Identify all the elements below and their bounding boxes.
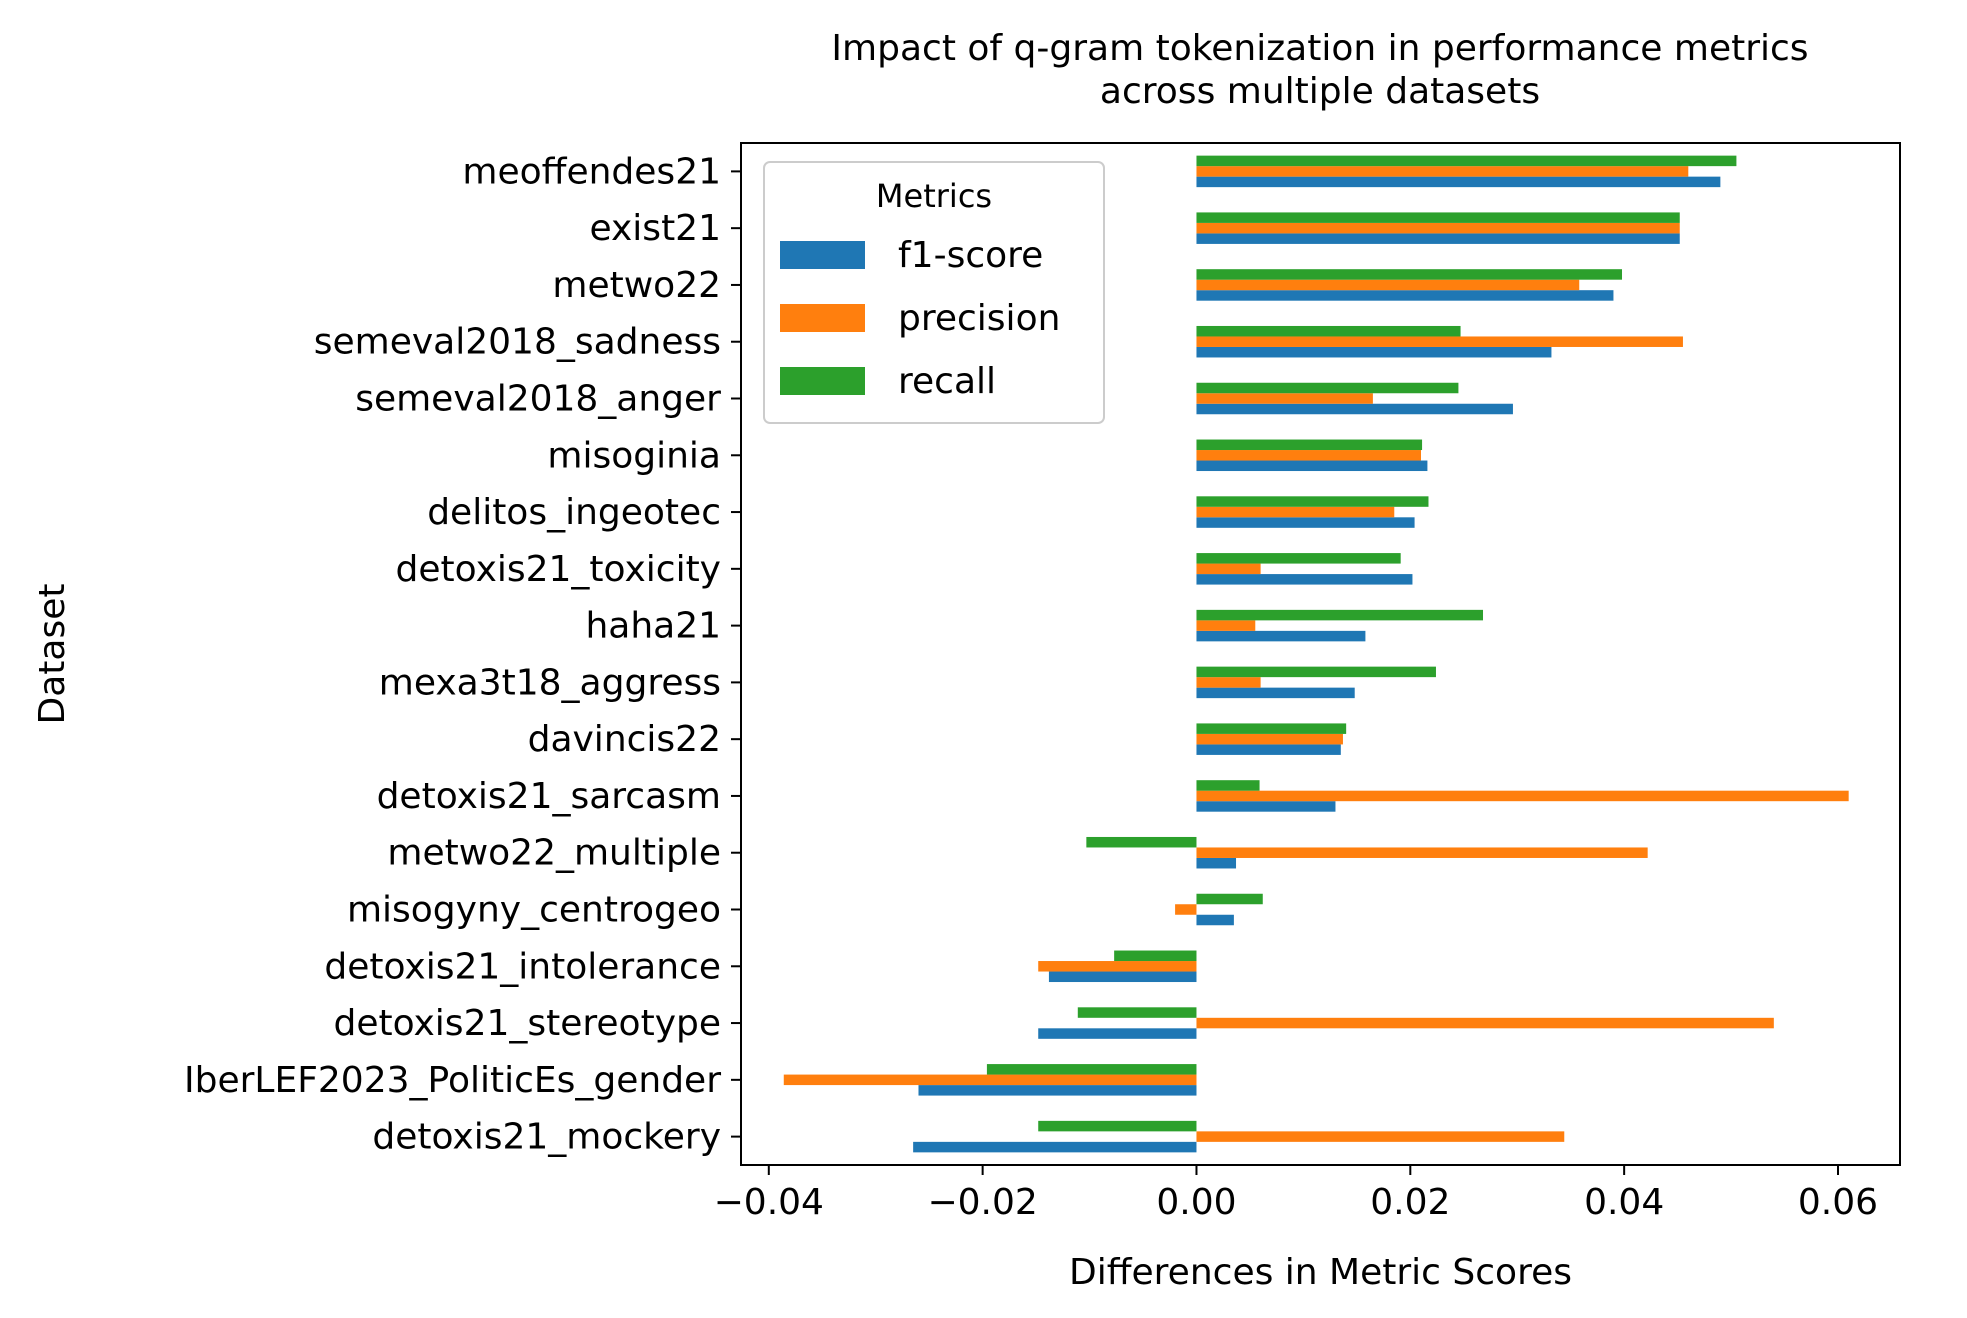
legend-label-f1-score: f1-score: [898, 235, 1043, 276]
y-tick-label: delitos_ingeotec: [427, 492, 721, 533]
bar-f1-score-detoxis21_mockery: [913, 1141, 1197, 1153]
bar-recall-detoxis21_toxicity: [1196, 553, 1401, 564]
bar-recall-detoxis21_sarcasm: [1196, 780, 1260, 791]
bar-f1-score-haha21: [1196, 630, 1366, 642]
bar-precision-misogyny_centrogeo: [1175, 904, 1197, 915]
bar-f1-score-semeval2018_anger: [1196, 403, 1513, 415]
bar-f1-score-exist21: [1196, 233, 1680, 244]
bar-recall-metwo22_multiple: [1086, 836, 1197, 848]
y-tick-label: semeval2018_anger: [355, 379, 721, 420]
plot-frame: [740, 142, 1901, 1166]
bar-recall-misogyny_centrogeo: [1196, 893, 1263, 905]
legend-swatch-recall: [780, 367, 865, 395]
y-tick-label: detoxis21_intolerance: [324, 946, 721, 987]
x-axis: −0.04 −0.02 0.00 0.02 0.04 0.06: [714, 1165, 1878, 1223]
legend-label-recall: recall: [898, 361, 996, 402]
bar-f1-score-misoginia: [1196, 460, 1428, 472]
bar-precision-detoxis21_stereotype: [1196, 1017, 1774, 1029]
bar-f1-score-metwo22_multiple: [1196, 857, 1237, 869]
bar-f1-score-mexa3t18_aggress: [1196, 687, 1355, 699]
x-tick-label: 0.06: [1798, 1182, 1878, 1223]
bar-f1-score-IberLEF2023_PoliticEs_gender: [918, 1085, 1197, 1096]
bar-f1-score-detoxis21_toxicity: [1196, 574, 1413, 585]
y-axis-label: Dataset: [32, 584, 73, 725]
bar-precision-mexa3t18_aggress: [1196, 677, 1261, 688]
bar-f1-score-davincis22: [1196, 744, 1341, 755]
x-tick-label: −0.02: [927, 1182, 1037, 1223]
chart-title-line: across multiple datasets: [1100, 71, 1540, 112]
y-tick-label: misogyny_centrogeo: [347, 890, 721, 931]
bar-recall-metwo22: [1196, 269, 1623, 280]
y-tick-label: detoxis21_stereotype: [333, 1003, 721, 1044]
x-tick-label: −0.04: [714, 1182, 824, 1223]
chart-title-line: Impact of q-gram tokenization in perform…: [831, 28, 1808, 69]
bar-f1-score-misogyny_centrogeo: [1196, 914, 1234, 926]
legend-label-precision: precision: [898, 298, 1060, 339]
bar-precision-exist21: [1196, 222, 1680, 234]
bar-precision-semeval2018_anger: [1196, 393, 1373, 404]
bars-layer: [783, 155, 1849, 1153]
bar-recall-detoxis21_stereotype: [1077, 1007, 1197, 1018]
bar-recall-detoxis21_intolerance: [1114, 950, 1197, 962]
bar-recall-semeval2018_sadness: [1196, 325, 1461, 337]
bar-recall-misoginia: [1196, 439, 1423, 451]
bar-f1-score-meoffendes21: [1196, 176, 1721, 188]
bar-precision-detoxis21_sarcasm: [1196, 790, 1849, 802]
y-axis: meoffendes21 exist21 metwo22 semeval2018_sa…: [184, 151, 741, 1158]
bar-f1-score-detoxis21_sarcasm: [1196, 801, 1336, 812]
bar-precision-detoxis21_intolerance: [1038, 961, 1197, 972]
bar-recall-meoffendes21: [1196, 155, 1737, 167]
x-axis-label: Differences in Metric Scores: [1069, 1252, 1572, 1293]
y-tick-label: mexa3t18_aggress: [379, 662, 721, 703]
bar-precision-meoffendes21: [1196, 166, 1689, 177]
y-tick-label: misoginia: [547, 435, 721, 476]
bar-precision-detoxis21_mockery: [1196, 1131, 1565, 1142]
legend-title: Metrics: [876, 177, 992, 215]
bar-recall-detoxis21_mockery: [1038, 1120, 1197, 1132]
bar-precision-haha21: [1196, 620, 1256, 631]
y-tick-label: detoxis21_toxicity: [396, 549, 721, 590]
legend: Metrics f1-score precision recall: [763, 161, 1105, 424]
y-tick-label: IberLEF2023_PoliticEs_gender: [184, 1060, 721, 1101]
y-tick-label: metwo22_multiple: [387, 833, 721, 874]
bar-precision-delitos_ingeotec: [1196, 506, 1395, 518]
bar-precision-IberLEF2023_PoliticEs_gender: [783, 1074, 1197, 1086]
y-tick-label: detoxis21_mockery: [372, 1117, 721, 1158]
bar-recall-exist21: [1196, 212, 1680, 223]
legend-box: [763, 161, 1105, 424]
bar-recall-IberLEF2023_PoliticEs_gender: [986, 1064, 1197, 1075]
bar-precision-metwo22_multiple: [1196, 847, 1648, 858]
bar-recall-delitos_ingeotec: [1196, 496, 1429, 507]
y-tick-label: meoffendes21: [462, 151, 721, 192]
bar-f1-score-delitos_ingeotec: [1196, 517, 1415, 528]
x-tick-label: 0.04: [1584, 1182, 1664, 1223]
bar-recall-mexa3t18_aggress: [1196, 666, 1436, 678]
legend-swatch-precision: [780, 304, 865, 332]
bar-precision-misoginia: [1196, 450, 1421, 461]
bar-f1-score-metwo22: [1196, 290, 1614, 301]
chart-title: Impact of q-gram tokenization in perform…: [831, 28, 1808, 112]
y-tick-label: metwo22: [552, 265, 721, 306]
bar-precision-metwo22: [1196, 279, 1580, 291]
bar-precision-semeval2018_sadness: [1196, 336, 1683, 347]
y-tick-label: davincis22: [528, 719, 721, 760]
x-tick-label: 0.00: [1156, 1182, 1236, 1223]
bar-recall-haha21: [1196, 609, 1484, 621]
y-tick-label: detoxis21_sarcasm: [377, 776, 721, 817]
y-tick-label: exist21: [589, 208, 721, 249]
y-tick-label: semeval2018_sadness: [314, 322, 721, 363]
legend-swatch-f1-score: [780, 241, 865, 269]
bar-f1-score-detoxis21_intolerance: [1048, 971, 1197, 983]
bar-precision-detoxis21_toxicity: [1196, 563, 1261, 575]
bar-recall-davincis22: [1196, 723, 1347, 734]
x-tick-label: 0.02: [1370, 1182, 1450, 1223]
bar-f1-score-semeval2018_sadness: [1196, 346, 1552, 358]
bar-recall-semeval2018_anger: [1196, 382, 1459, 394]
y-tick-label: haha21: [585, 606, 721, 647]
bar-f1-score-detoxis21_stereotype: [1038, 1028, 1197, 1039]
bar-precision-davincis22: [1196, 733, 1343, 745]
